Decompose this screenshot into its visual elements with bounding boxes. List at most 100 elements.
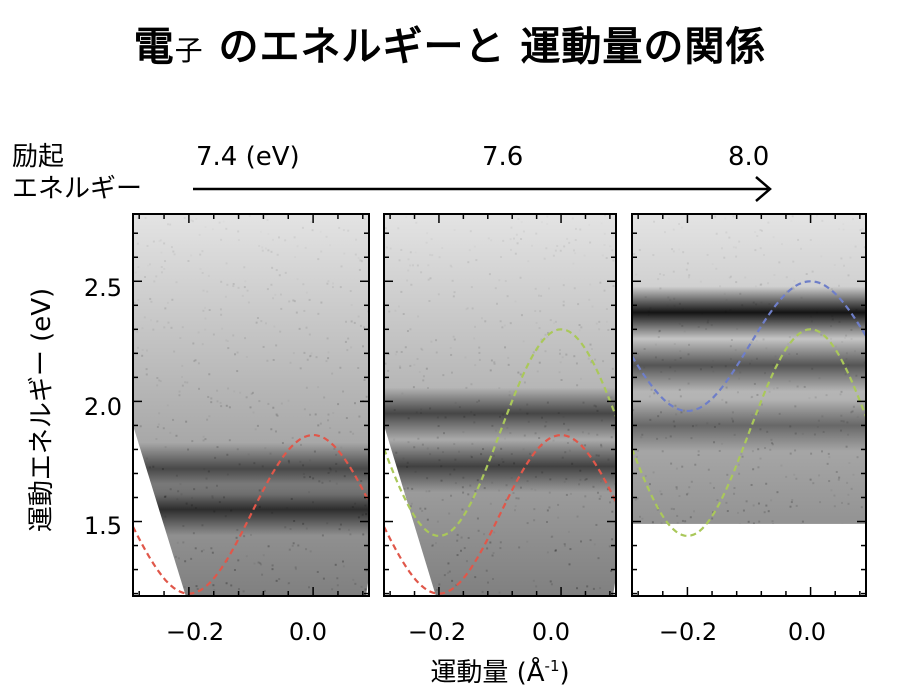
noise-speck	[266, 218, 269, 221]
noise-speck	[145, 373, 148, 376]
noise-speck	[245, 555, 248, 558]
noise-speck	[660, 493, 663, 496]
noise-speck	[681, 227, 683, 229]
noise-speck	[597, 557, 600, 560]
noise-speck	[842, 420, 845, 423]
noise-speck	[590, 361, 593, 364]
noise-speck	[275, 579, 278, 582]
noise-speck	[837, 478, 840, 481]
noise-speck	[335, 470, 338, 473]
noise-speck	[406, 279, 409, 282]
noise-speck	[474, 576, 477, 579]
noise-speck	[561, 456, 564, 459]
noise-speck	[303, 408, 306, 411]
noise-speck	[508, 394, 511, 397]
noise-speck	[164, 515, 167, 518]
noise-speck	[210, 547, 213, 550]
noise-speck	[138, 257, 140, 259]
noise-speck	[473, 337, 475, 339]
noise-speck	[494, 429, 497, 432]
noise-speck	[340, 265, 343, 268]
noise-speck	[718, 285, 721, 288]
noise-speck	[192, 532, 195, 535]
noise-speck	[437, 447, 440, 450]
noise-speck	[786, 290, 789, 293]
noise-speck	[506, 426, 509, 429]
noise-speck	[759, 428, 762, 431]
noise-speck	[190, 219, 193, 222]
noise-speck	[471, 442, 474, 445]
noise-speck	[713, 486, 716, 489]
noise-speck	[789, 425, 792, 428]
noise-speck	[476, 401, 479, 404]
noise-speck	[812, 482, 815, 485]
noise-speck	[652, 471, 655, 474]
noise-speck	[267, 402, 270, 405]
noise-speck	[175, 474, 178, 477]
noise-speck	[184, 381, 187, 384]
noise-speck	[523, 434, 526, 437]
noise-speck	[197, 362, 200, 365]
noise-speck	[325, 360, 328, 363]
noise-speck	[228, 406, 231, 409]
noise-speck	[715, 232, 718, 235]
noise-speck	[169, 223, 172, 226]
noise-speck	[316, 570, 319, 573]
noise-speck	[294, 256, 296, 258]
noise-speck	[357, 516, 360, 519]
noise-speck	[675, 487, 678, 490]
x-tick-label-p1-0-0: 0.0	[289, 618, 327, 646]
noise-speck	[852, 405, 855, 408]
noise-speck	[152, 328, 155, 331]
noise-speck	[305, 386, 308, 389]
noise-speck	[224, 515, 227, 518]
noise-speck	[543, 425, 546, 428]
noise-speck	[678, 495, 681, 498]
noise-speck	[649, 418, 652, 421]
noise-speck	[641, 517, 644, 520]
noise-speck	[163, 326, 166, 329]
noise-speck	[329, 471, 331, 473]
noise-speck	[489, 369, 492, 372]
page-title: 電子 のエネルギーと 運動量の関係	[0, 14, 900, 72]
noise-speck	[587, 432, 590, 435]
noise-speck	[755, 357, 758, 360]
noise-speck	[552, 254, 555, 257]
noise-speck	[152, 465, 155, 468]
noise-speck	[810, 452, 813, 455]
noise-speck	[280, 307, 283, 310]
noise-speck	[465, 308, 467, 310]
noise-speck	[788, 380, 791, 383]
noise-speck	[534, 432, 537, 435]
noise-speck	[558, 371, 561, 374]
noise-speck	[352, 432, 355, 435]
noise-speck	[690, 437, 693, 440]
noise-speck	[190, 557, 193, 560]
noise-speck	[236, 370, 239, 373]
noise-speck	[734, 349, 737, 352]
noise-speck	[451, 579, 454, 582]
noise-speck	[761, 229, 764, 232]
noise-speck	[491, 554, 494, 557]
noise-speck	[175, 434, 178, 437]
noise-speck	[357, 315, 360, 318]
noise-speck	[736, 391, 739, 394]
noise-speck	[773, 274, 775, 276]
noise-speck	[164, 495, 167, 498]
noise-speck	[520, 314, 523, 317]
noise-speck	[174, 555, 177, 558]
noise-speck	[260, 231, 262, 233]
noise-speck	[675, 486, 678, 489]
noise-speck	[225, 582, 228, 585]
noise-speck	[220, 238, 223, 241]
noise-speck	[598, 497, 601, 500]
noise-speck	[638, 249, 641, 252]
noise-speck	[186, 381, 189, 384]
noise-speck	[327, 357, 330, 360]
noise-speck	[155, 275, 158, 278]
noise-speck	[136, 330, 139, 333]
noise-speck	[487, 581, 490, 584]
noise-speck	[563, 480, 566, 483]
noise-speck	[193, 488, 196, 491]
noise-speck	[182, 541, 185, 544]
